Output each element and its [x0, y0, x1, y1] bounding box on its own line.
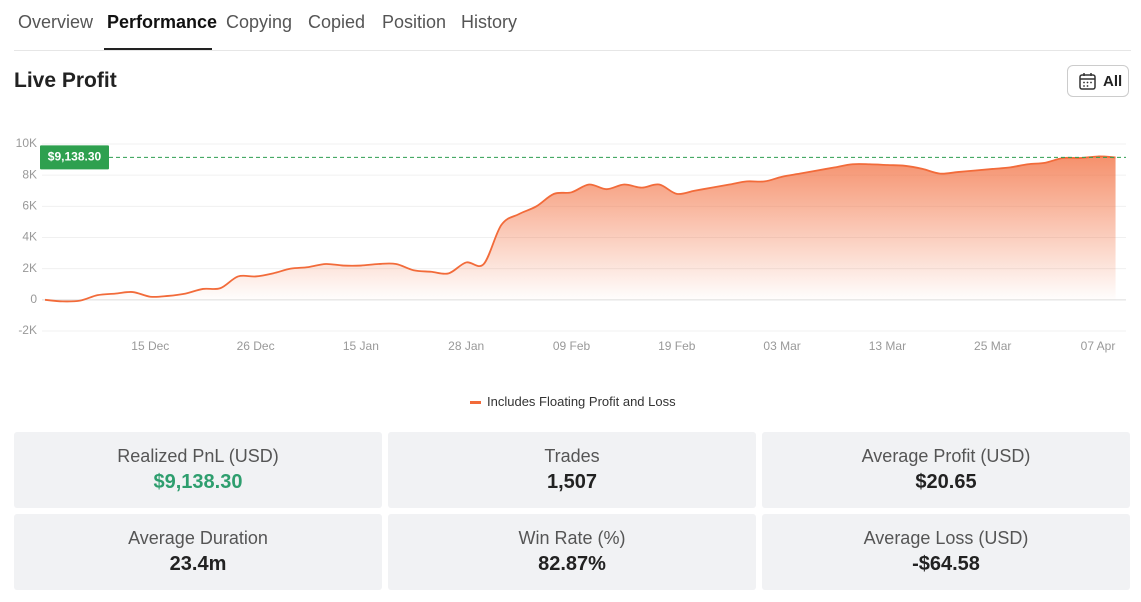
y-tick-label: 6K — [22, 199, 37, 213]
stat-label: Trades — [544, 446, 600, 466]
tab[interactable]: Copied — [308, 12, 366, 32]
tab-divider — [14, 50, 1131, 51]
tab-underline — [104, 48, 212, 50]
stat-card: Realized PnL (USD) $9,138.30 — [14, 432, 382, 508]
tab[interactable]: History — [461, 12, 518, 32]
filter-button[interactable]: All — [1067, 65, 1129, 97]
stat-value: 23.4m — [169, 553, 227, 575]
stat-label: Average Profit (USD) — [861, 446, 1031, 466]
calendar-icon — [1079, 73, 1096, 90]
y-tick-label: 4K — [22, 230, 37, 244]
current-badge — [40, 145, 109, 170]
x-tick-label: 28 Jan — [448, 339, 484, 353]
stat-card: Average Duration 23.4m — [14, 514, 382, 590]
stat-card: Average Profit (USD) $20.65 — [762, 432, 1130, 508]
legend-swatch — [470, 401, 481, 405]
y-tick-label: 10K — [16, 136, 37, 150]
y-tick-label: -2K — [18, 323, 37, 337]
y-tick-label: 2K — [22, 261, 37, 275]
legend-label: Includes Floating Profit and Loss — [487, 394, 676, 409]
x-tick-label: 15 Dec — [131, 339, 169, 353]
stat-value: $9,138.30 — [153, 471, 243, 493]
tab[interactable]: Performance — [107, 12, 218, 32]
stat-value: $20.65 — [915, 471, 977, 493]
tab[interactable]: Position — [382, 12, 447, 32]
x-tick-label: 13 Mar — [869, 339, 906, 353]
x-tick-label: 03 Mar — [763, 339, 800, 353]
stat-label: Average Loss (USD) — [863, 528, 1029, 548]
current-label: $9,138.30 — [48, 150, 102, 164]
line — [44, 155, 1116, 303]
x-tick-label: 19 Feb — [658, 339, 696, 353]
filter-label: All — [1103, 73, 1123, 90]
y-tick-label: 0 — [30, 292, 37, 306]
x-tick-label: 25 Mar — [974, 339, 1011, 353]
stat-card: Average Loss (USD) -$64.58 — [762, 514, 1130, 590]
stat-card: Trades 1,507 — [388, 432, 756, 508]
stat-label: Average Duration — [128, 528, 268, 548]
section-title: Live Profit — [14, 69, 117, 92]
x-tick-label: 07 Apr — [1081, 339, 1116, 353]
stat-value: 1,507 — [546, 471, 598, 493]
stat-value: 82.87% — [538, 553, 606, 575]
legend: Includes Floating Profit and Loss — [470, 394, 676, 409]
y-tick-label: 8K — [22, 167, 37, 181]
area — [45, 156, 1116, 302]
chart: 10K 8K 6K 4K 2K 0 -2K 15 Dec 26 Dec 15 Jan 28 Jan 0… — [16, 136, 1126, 353]
x-tick-label: 09 Feb — [553, 339, 591, 353]
stat-label: Win Rate (%) — [518, 528, 626, 548]
tab[interactable]: Copying — [226, 12, 293, 32]
tab[interactable]: Overview — [18, 12, 94, 32]
stat-label: Realized PnL (USD) — [117, 446, 279, 466]
x-tick-label: 15 Jan — [343, 339, 379, 353]
stat-card: Win Rate (%) 82.87% — [388, 514, 756, 590]
stat-value: -$64.58 — [912, 553, 980, 575]
x-tick-label: 26 Dec — [237, 339, 275, 353]
